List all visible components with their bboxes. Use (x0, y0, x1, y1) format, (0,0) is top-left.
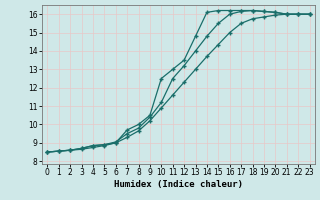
X-axis label: Humidex (Indice chaleur): Humidex (Indice chaleur) (114, 180, 243, 189)
